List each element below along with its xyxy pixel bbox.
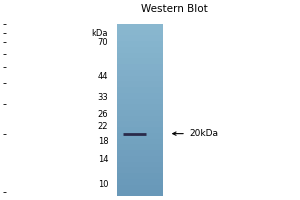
Text: kDa: kDa [92, 29, 108, 38]
Text: 33: 33 [98, 93, 108, 102]
Bar [117, 162, 163, 167]
Bar [117, 93, 163, 99]
Bar [117, 104, 163, 110]
Bar [117, 87, 163, 93]
Bar [117, 99, 163, 104]
Bar [117, 70, 163, 76]
Bar [117, 133, 163, 139]
Bar [117, 179, 163, 185]
Bar [117, 41, 163, 47]
Bar [117, 139, 163, 144]
Text: 70: 70 [98, 38, 108, 47]
Bar [117, 167, 163, 173]
Text: 14: 14 [98, 155, 108, 164]
Bar [117, 190, 163, 196]
Bar [117, 127, 163, 133]
Bar [117, 30, 163, 35]
Bar [117, 144, 163, 150]
Bar [117, 110, 163, 116]
Text: 18: 18 [98, 137, 108, 146]
Bar [117, 81, 163, 87]
Bar [117, 58, 163, 64]
Bar [117, 150, 163, 156]
Bar [117, 24, 163, 30]
Bar [117, 156, 163, 162]
Bar [117, 121, 163, 127]
Bar [117, 173, 163, 179]
Bar [117, 53, 163, 58]
Bar [117, 47, 163, 53]
Text: 44: 44 [98, 72, 108, 81]
Bar [117, 35, 163, 41]
Text: 26: 26 [98, 110, 108, 119]
Bar [117, 116, 163, 121]
Text: 10: 10 [98, 180, 108, 189]
Text: 20kDa: 20kDa [189, 129, 218, 138]
Text: 22: 22 [98, 122, 108, 131]
Bar [117, 64, 163, 70]
Bar [117, 185, 163, 190]
Bar [117, 76, 163, 81]
Text: Western Blot: Western Blot [141, 4, 208, 14]
